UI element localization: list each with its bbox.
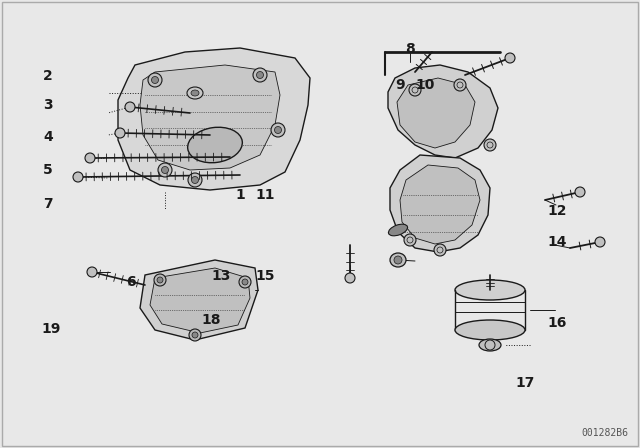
Text: 2: 2 [43,69,53,83]
Circle shape [484,139,496,151]
Polygon shape [150,268,250,333]
Text: 6: 6 [126,275,136,289]
Polygon shape [140,260,258,340]
Polygon shape [390,155,490,252]
Ellipse shape [390,253,406,267]
Circle shape [271,123,285,137]
Text: 14: 14 [547,235,566,249]
Polygon shape [397,78,475,148]
Circle shape [253,68,267,82]
Text: 3: 3 [43,98,53,112]
Circle shape [154,274,166,286]
Circle shape [189,329,201,341]
Ellipse shape [191,90,199,96]
Ellipse shape [455,320,525,340]
Text: 17: 17 [515,376,534,390]
Text: 12: 12 [547,203,566,218]
Circle shape [394,256,402,264]
Circle shape [191,177,198,184]
Circle shape [73,172,83,182]
Circle shape [345,273,355,283]
Circle shape [242,279,248,285]
Circle shape [125,102,135,112]
Circle shape [188,173,202,187]
Text: 4: 4 [43,129,53,144]
Circle shape [148,73,162,87]
Text: 19: 19 [42,322,61,336]
Circle shape [161,167,168,173]
Text: 11: 11 [256,188,275,202]
Circle shape [595,237,605,247]
Ellipse shape [388,224,408,236]
Circle shape [275,126,282,134]
Text: 1: 1 [235,188,245,202]
Text: 8: 8 [404,42,415,56]
Polygon shape [400,165,480,244]
Circle shape [454,79,466,91]
Circle shape [152,77,159,83]
Text: 5: 5 [43,163,53,177]
Circle shape [87,267,97,277]
Circle shape [158,163,172,177]
Circle shape [257,72,264,78]
Circle shape [404,234,416,246]
Circle shape [505,53,515,63]
Circle shape [192,332,198,338]
Text: 18: 18 [202,313,221,327]
Ellipse shape [187,87,203,99]
Text: 15: 15 [256,268,275,283]
Polygon shape [388,65,498,158]
Text: 16: 16 [547,315,566,330]
Circle shape [157,277,163,283]
Circle shape [434,244,446,256]
Circle shape [409,84,421,96]
Text: 13: 13 [211,268,230,283]
Circle shape [85,153,95,163]
Ellipse shape [479,339,501,351]
Text: 9: 9 [395,78,405,92]
Polygon shape [118,48,310,190]
Circle shape [575,187,585,197]
Polygon shape [140,65,280,170]
Circle shape [239,276,251,288]
Text: 10: 10 [416,78,435,92]
Text: 7: 7 [43,197,53,211]
Circle shape [115,128,125,138]
Ellipse shape [455,280,525,300]
Ellipse shape [188,127,243,163]
Text: 001282B6: 001282B6 [581,428,628,438]
